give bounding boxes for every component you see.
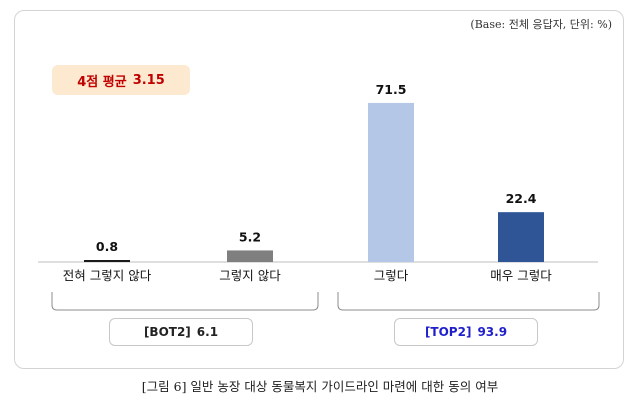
value-label-1: 0.8 [96,239,118,254]
top-bracket [337,292,600,311]
category-label-4: 매우 그렇다 [490,268,552,283]
top2-summary: [TOP2] 93.9 [394,318,538,346]
bot2-label: [BOT2] [143,325,191,339]
average-badge: 4점 평균 3.15 [52,65,190,95]
category-label-2: 그렇지 않다 [219,268,281,283]
category-label-3: 그렇다 [374,268,409,283]
top2-label: [TOP2] [424,325,472,339]
average-label: 4점 평균 [77,74,127,90]
value-label-3: 71.5 [376,82,407,97]
bar-4 [498,212,544,262]
value-label-4: 22.4 [506,191,537,206]
bar-2 [227,250,273,262]
bar-3 [368,102,414,262]
bot2-summary: [BOT2] 6.1 [109,318,253,346]
figure-caption: [그림 6] 일반 농장 대상 동물복지 가이드라인 마련에 대한 동의 여부 [141,379,499,394]
bar-1 [84,260,130,262]
bot-bracket [51,292,319,311]
value-label-2: 5.2 [239,229,261,244]
category-label-1: 전혀 그렇지 않다 [63,268,152,283]
average-value: 3.15 [132,72,165,88]
top2-value: 93.9 [477,325,508,339]
bot2-value: 6.1 [196,325,219,339]
base-note: (Base: 전체 응답자, 단위: %) [470,18,612,31]
